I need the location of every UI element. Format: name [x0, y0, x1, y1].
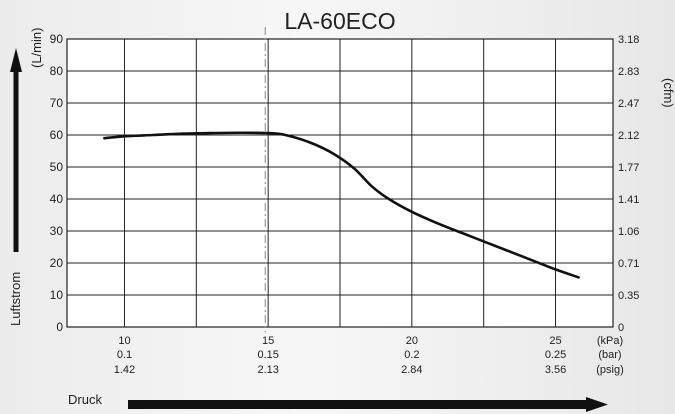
- x-tick-label: 15: [262, 335, 274, 347]
- x-tick-label: 20: [406, 335, 418, 347]
- y-left-tick-label: 80: [50, 64, 64, 78]
- y-right-tick-label: 0.71: [618, 258, 639, 270]
- y-axis-arrow: [10, 48, 22, 252]
- x-tick-label: 0.2: [404, 349, 419, 361]
- x-tick-label: 10: [118, 335, 130, 347]
- y-right-tick-label: 3.18: [618, 34, 639, 46]
- y-left-tick-label: 40: [50, 192, 64, 206]
- y-right-tick-label: 0: [618, 322, 624, 334]
- x-tick-label: 2.84: [401, 364, 422, 376]
- y-left-tick-label: 60: [50, 128, 64, 142]
- x-tick-label: 1.42: [114, 364, 135, 376]
- y-left-tick-label: 10: [50, 288, 64, 302]
- chart-title: LA-60ECO: [284, 8, 395, 34]
- y-right-tick-label: 2.83: [618, 66, 639, 78]
- plot-border: [66, 38, 614, 328]
- x-unit-label: (psig): [596, 364, 624, 376]
- y-right-tick-label: 2.47: [618, 98, 639, 110]
- x-unit-label: (bar): [598, 349, 621, 361]
- y-right-tick-label: 0.35: [618, 290, 639, 302]
- y-left-unit-label: (L/min): [29, 28, 44, 68]
- y-right-unit-label: (cfm): [661, 78, 675, 108]
- y-right-tick-label: 1.41: [618, 194, 639, 206]
- y-right-tick-label: 1.77: [618, 162, 639, 174]
- x-tick-label: 0.1: [117, 349, 132, 361]
- y-axis-caption: Luftstrom: [8, 272, 23, 326]
- x-axis-arrow: [128, 397, 608, 412]
- x-tick-label: 25: [549, 335, 561, 347]
- x-tick-label: 2.13: [257, 364, 278, 376]
- y-left-tick-label: 90: [50, 32, 64, 46]
- y-left-tick-label: 30: [50, 224, 64, 238]
- x-unit-label: (kPa): [597, 335, 623, 347]
- y-left-tick-label: 70: [50, 96, 64, 110]
- x-axis-caption: Druck: [68, 392, 102, 407]
- y-left-tick-label: 20: [50, 256, 64, 270]
- y-left-tick-label: 50: [50, 160, 64, 174]
- y-right-tick-label: 2.12: [618, 130, 639, 142]
- y-left-tick-labels: 0 10 20 30 40 50 60 70 80 90: [50, 32, 64, 334]
- x-tick-label: 0.25: [545, 349, 566, 361]
- y-right-tick-labels: 0 0.35 0.71 1.06 1.41 1.77 2.12 2.47 2.83 3.18: [618, 34, 639, 334]
- y-right-tick-label: 1.06: [618, 226, 639, 238]
- x-tick-labels: 10 15 20 25 (kPa) 0.1 0.15 0.2 0.25 (bar) 1.42 2.13…: [114, 335, 624, 376]
- y-left-tick-label: 0: [56, 320, 63, 334]
- series-line: [103, 131, 580, 279]
- x-tick-label: 0.15: [257, 349, 278, 361]
- x-tick-label: 3.56: [545, 364, 566, 376]
